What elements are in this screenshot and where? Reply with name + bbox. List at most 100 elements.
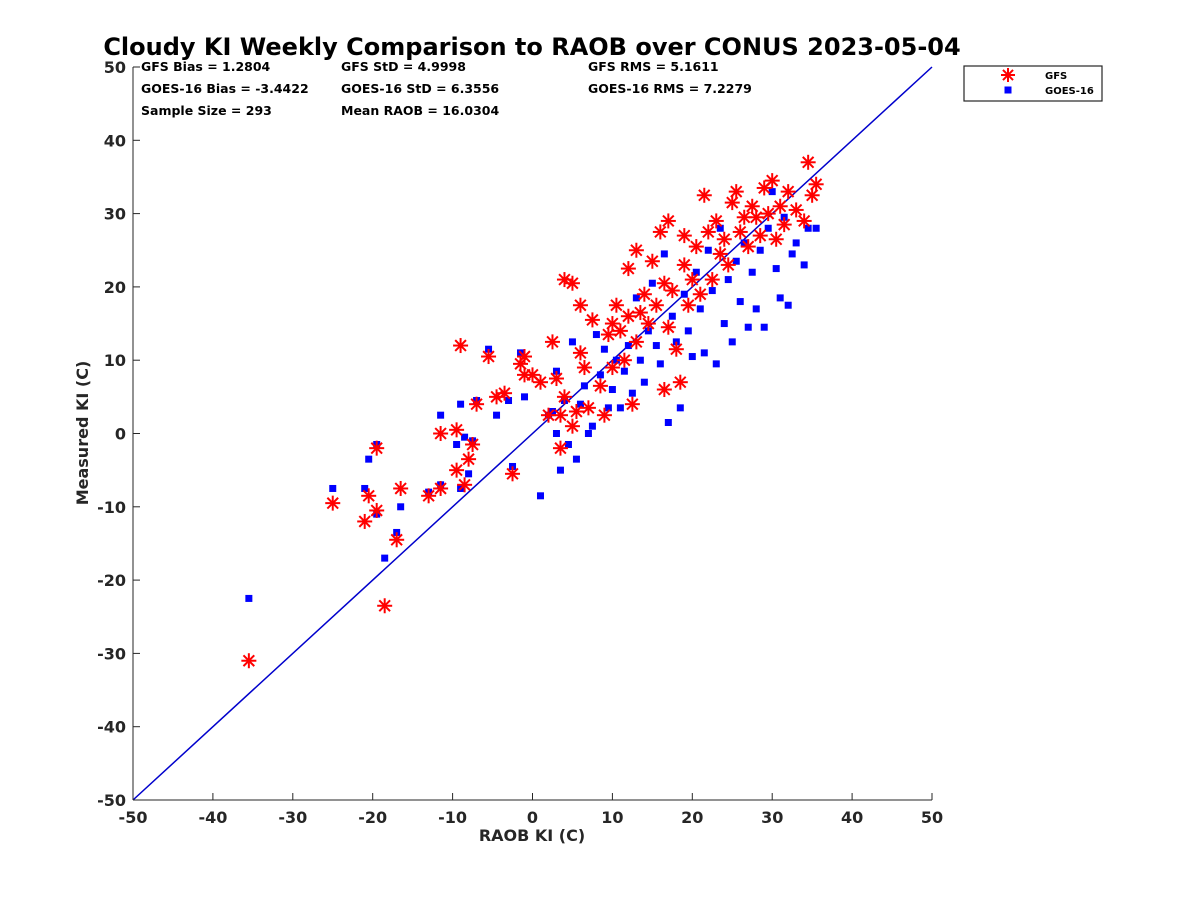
gfs-std-text: GFS StD = 4.9998 — [341, 59, 466, 74]
gfs-point — [580, 400, 596, 416]
gfs-point — [788, 202, 804, 218]
gfs-point — [724, 195, 740, 211]
goes16-point — [668, 312, 676, 320]
gfs-point — [700, 224, 716, 240]
sample-size-text: Sample Size = 293 — [141, 103, 272, 118]
goes16-point — [660, 250, 668, 258]
x-tick-label: -20 — [358, 808, 387, 827]
gfs-point — [768, 231, 784, 247]
gfs-point — [760, 206, 776, 222]
legend-box — [963, 65, 1103, 102]
goes16-point — [465, 470, 473, 478]
gfs-point — [532, 374, 548, 390]
legend-gfs-marker — [1001, 68, 1015, 82]
gfs-point — [676, 257, 692, 273]
gfs-point — [453, 338, 469, 354]
goes16-point — [732, 257, 740, 265]
gfs-bias-text: GFS Bias = 1.2804 — [141, 59, 271, 74]
gfs-point — [572, 297, 588, 313]
gfs-point — [481, 349, 497, 365]
y-tick-label: -10 — [97, 498, 126, 517]
gfs-point — [568, 404, 584, 420]
gfs-point — [616, 352, 632, 368]
stats-block: GFS Bias = 1.2804 GFS StD = 4.9998 GFS R… — [141, 59, 752, 118]
goes16-point — [453, 440, 461, 448]
chart-title: Cloudy KI Weekly Comparison to RAOB over… — [103, 33, 960, 61]
y-tick-label: 10 — [104, 351, 126, 370]
goes16-point — [744, 323, 752, 331]
goes16-point — [600, 345, 608, 353]
x-tick-label: 30 — [761, 808, 783, 827]
goes16-point — [756, 246, 764, 254]
gfs-point — [600, 327, 616, 343]
legend-goes16-label: GOES-16 — [1045, 86, 1094, 97]
gfs-point — [772, 198, 788, 214]
goes16-point — [632, 294, 640, 302]
goes16-point — [800, 261, 808, 269]
goes16-point — [588, 422, 596, 430]
gfs-point — [752, 228, 768, 244]
gfs-point — [628, 334, 644, 350]
gfs-point — [796, 213, 812, 229]
legend: GFS GOES-16 — [963, 65, 1103, 102]
gfs-point — [457, 477, 473, 493]
goes16-point — [692, 268, 700, 276]
gfs-point — [648, 297, 664, 313]
goes16-point — [628, 389, 636, 397]
goes16-point — [552, 430, 560, 437]
goes16-point — [736, 298, 744, 306]
goes16-point — [381, 554, 389, 562]
gfs-point — [325, 495, 341, 511]
goes16-point — [716, 224, 724, 232]
x-tick-label: -30 — [278, 808, 307, 827]
goes16-point — [640, 378, 648, 386]
goes16-point — [688, 353, 696, 361]
gfs-point — [804, 187, 820, 203]
gfs-point — [576, 360, 592, 376]
legend-goes16-square — [1004, 86, 1012, 94]
gfs-point — [584, 312, 600, 328]
gfs-point — [544, 334, 560, 350]
gfs-point — [676, 228, 692, 244]
gfs-point — [656, 382, 672, 398]
goes16-point — [804, 224, 812, 232]
gfs-point — [636, 286, 652, 302]
gfs-point — [612, 323, 628, 339]
gfs-point — [640, 316, 656, 332]
goes16-point — [788, 250, 796, 258]
gfs-point — [517, 349, 533, 365]
gfs-point — [596, 407, 612, 423]
gfs-point — [449, 422, 465, 438]
gfs-point — [680, 297, 696, 313]
x-axis-ticks: -50 -40 -30 -20 -10 0 10 20 30 40 50 — [119, 793, 943, 827]
goes16-point — [584, 430, 592, 437]
goes16-point — [572, 455, 580, 463]
goes16-point — [772, 265, 780, 273]
goes16-point — [616, 404, 624, 412]
gfs-point — [720, 257, 736, 273]
goes16-point — [720, 320, 728, 328]
gfs-point — [692, 286, 708, 302]
gfs-point — [660, 213, 676, 229]
goes16-point — [329, 484, 337, 492]
goes16-point — [536, 492, 544, 500]
gfs-point — [389, 532, 405, 548]
gfs-point — [704, 272, 720, 288]
goes16-point — [664, 419, 672, 427]
goes-bias-text: GOES-16 Bias = -3.4422 — [141, 81, 309, 96]
gfs-point — [656, 275, 672, 291]
gfs-point — [780, 184, 796, 200]
goes16-point — [652, 342, 660, 350]
gfs-point — [808, 176, 824, 192]
goes16-point — [493, 411, 501, 419]
gfs-point — [552, 407, 568, 423]
goes16-point — [596, 371, 604, 379]
y-tick-label: -40 — [97, 718, 126, 737]
goes16-point — [521, 393, 529, 401]
gfs-point — [664, 283, 680, 299]
gfs-point — [564, 275, 580, 291]
gfs-point — [632, 305, 648, 321]
goes16-point — [580, 382, 588, 390]
